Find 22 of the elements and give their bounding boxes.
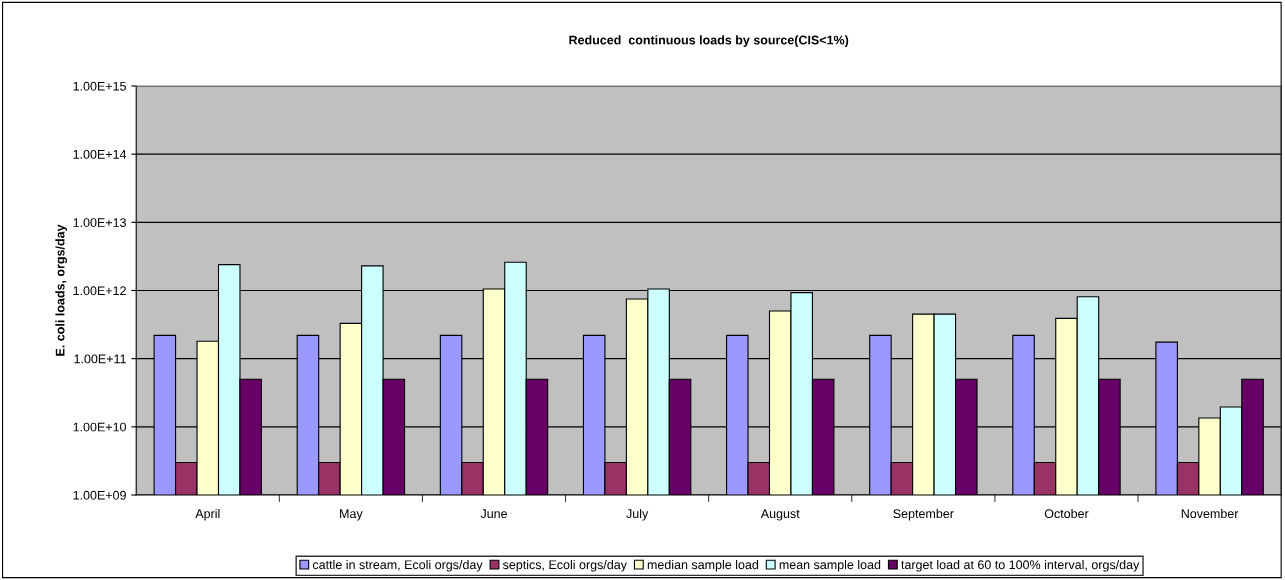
x-tick-label: July: [626, 508, 649, 521]
legend-label: septics, Ecoli orgs/day: [502, 559, 627, 572]
legend-label: median sample load: [647, 559, 759, 572]
x-tick-label: October: [1044, 508, 1089, 519]
chart-title: Reduced continuous loads by source(CIS<1%): [569, 35, 849, 47]
y-tick-label: 1.00E+09: [73, 490, 126, 500]
x-tick-label: June: [480, 509, 507, 519]
legend-label: cattle in stream, Ecoli orgs/day: [312, 559, 483, 572]
x-tick-label: April: [195, 508, 220, 521]
y-tick-label: 1.00E+12: [73, 286, 126, 296]
y-tick-label: 1.00E+11: [74, 354, 126, 364]
x-tick-label: August: [760, 509, 800, 521]
y-axis-title: E. coli loads, orgs/day: [55, 224, 68, 356]
y-tick-label: 1.00E+15: [73, 81, 126, 91]
y-tick-label: 1.00E+13: [73, 218, 126, 227]
y-tick-label: 1.00E+14: [73, 149, 127, 159]
x-tick-label: May: [340, 509, 363, 521]
y-tick-label: 1.00E+10: [73, 422, 126, 432]
x-tick-label: September: [893, 508, 954, 521]
x-tick-label: November: [1181, 508, 1239, 519]
legend-label: mean sample load: [779, 559, 881, 572]
legend-label: target load at 60 to 100% interval, orgs/day: [901, 559, 1140, 572]
